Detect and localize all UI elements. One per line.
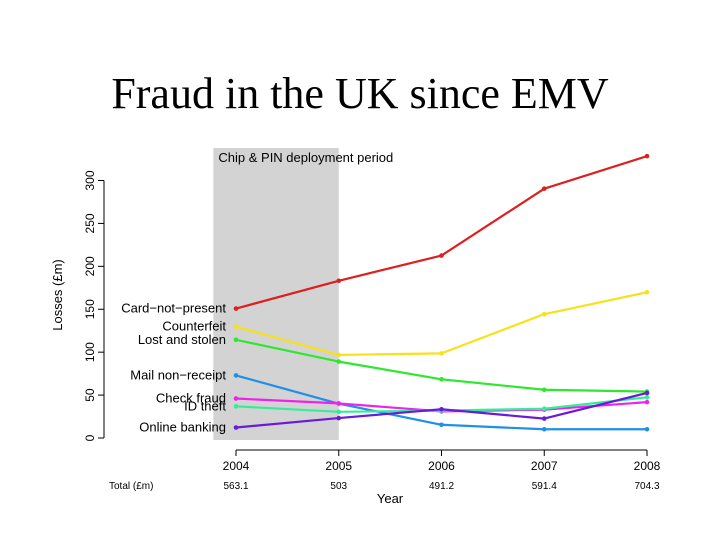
data-point	[541, 186, 547, 191]
y-tick-label: 150	[83, 299, 97, 319]
data-point	[336, 352, 342, 358]
chip-pin-deployment-label: Chip & PIN deployment period	[218, 150, 393, 165]
data-point	[541, 416, 547, 421]
total-row-label: Total (£m)	[109, 481, 153, 492]
data-point	[336, 415, 342, 421]
x-tick-label: 2006	[428, 459, 455, 473]
series-label: Online banking	[139, 420, 226, 435]
total-value: 704.3	[634, 481, 659, 492]
data-point	[541, 311, 547, 317]
data-point	[541, 406, 547, 412]
data-point	[336, 359, 342, 364]
total-value: 563.1	[223, 481, 248, 492]
data-point	[439, 422, 444, 428]
data-point	[644, 426, 650, 432]
data-point	[644, 395, 650, 400]
data-point	[233, 324, 239, 329]
y-axis-title: Losses (£m)	[50, 259, 65, 331]
total-value: 491.2	[429, 481, 454, 492]
chip-pin-deployment-region	[213, 148, 339, 440]
x-tick-label: 2007	[531, 459, 558, 473]
y-tick-label: 100	[83, 342, 97, 362]
y-tick-label: 0	[83, 434, 97, 441]
total-value: 591.4	[532, 481, 557, 492]
data-point	[541, 387, 547, 393]
data-point	[336, 409, 342, 415]
y-tick-label: 300	[83, 170, 97, 190]
y-tick-label: 200	[83, 256, 97, 276]
data-point	[439, 351, 444, 356]
data-point	[439, 253, 444, 258]
data-point	[644, 399, 650, 405]
data-point	[644, 289, 650, 295]
data-point	[439, 376, 444, 382]
data-point	[644, 390, 650, 396]
series-label: Mail non−receipt	[130, 367, 226, 382]
y-tick-label: 250	[83, 213, 97, 233]
x-tick-label: 2004	[223, 459, 250, 473]
data-point	[336, 278, 342, 284]
data-point	[336, 401, 342, 406]
data-point	[233, 337, 239, 343]
slide-title: Fraud in the UK since EMV	[111, 69, 609, 118]
series-label: Check fraud	[156, 391, 226, 406]
data-point	[233, 396, 239, 401]
data-point	[644, 153, 650, 159]
series-label: Card−not−present	[121, 301, 226, 316]
x-tick-label: 2008	[634, 459, 661, 473]
data-point	[439, 406, 444, 412]
y-tick-label: 50	[83, 388, 97, 402]
data-point	[541, 426, 547, 432]
data-point	[233, 306, 239, 311]
series-label: Lost and stolen	[138, 332, 226, 347]
total-value: 503	[330, 481, 347, 492]
x-tick-label: 2005	[325, 459, 352, 473]
series-label: Counterfeit	[162, 319, 226, 334]
data-point	[233, 373, 239, 378]
x-axis-title: Year	[377, 491, 404, 506]
series-label: ID theft	[184, 398, 226, 413]
data-point	[233, 425, 239, 430]
data-point	[233, 404, 239, 409]
